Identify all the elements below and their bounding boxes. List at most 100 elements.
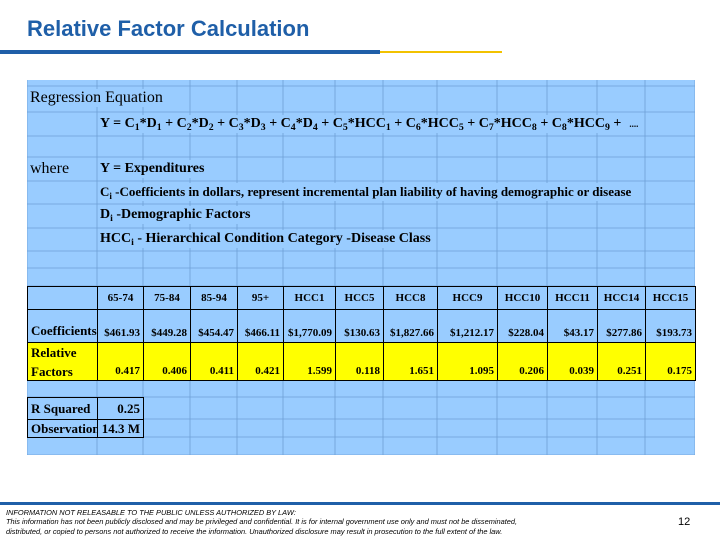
column-header: 85-94	[190, 286, 238, 310]
title-rule-yellow	[380, 51, 502, 53]
corner-cell	[27, 286, 98, 310]
text-run: *D	[139, 116, 157, 131]
text-run: +	[609, 116, 622, 131]
text-run: *HCC	[566, 116, 605, 131]
subscript: 5	[342, 122, 348, 133]
text-run: Y = Expenditures	[100, 161, 205, 176]
text-run: + C	[463, 116, 489, 131]
subscript: 2	[186, 122, 192, 133]
footer-rule	[0, 502, 720, 505]
column-header: HCC9	[437, 286, 498, 310]
table-value: 0.118	[335, 342, 384, 381]
sheet-heading: Regression Equation	[30, 89, 163, 107]
column-header: 95+	[237, 286, 284, 310]
text-run: + C	[317, 116, 343, 131]
disclaimer-line: INFORMATION NOT RELEASABLE TO THE PUBLIC…	[6, 508, 296, 517]
table-value: $1,827.66	[383, 309, 438, 343]
definition: HCCi - Hierarchical Condition Category -…	[100, 230, 431, 248]
table-value: $454.47	[190, 309, 238, 343]
table-value: 1.095	[437, 342, 498, 381]
table-value: 0.039	[547, 342, 598, 381]
table-value: $228.04	[497, 309, 548, 343]
subscript: i	[131, 237, 134, 248]
table-value: 0.206	[497, 342, 548, 381]
subscript: 1	[134, 122, 140, 133]
column-header: HCC15	[645, 286, 696, 310]
table-value: $461.93	[97, 309, 144, 343]
column-header: HCC11	[547, 286, 598, 310]
column-header: HCC14	[597, 286, 646, 310]
table-value: $1,770.09	[283, 309, 336, 343]
disclaimer-line: This information has not been publicly d…	[6, 517, 518, 527]
table-value: $130.63	[335, 309, 384, 343]
text-run: *D	[295, 116, 313, 131]
where-label: where	[30, 160, 70, 178]
stat-label: R Squared	[27, 397, 98, 420]
table-value: 0.406	[143, 342, 191, 381]
page-number: 12	[678, 516, 691, 528]
table-value: $193.73	[645, 309, 696, 343]
definition: Ci -Coefficients in dollars, represent i…	[100, 183, 632, 201]
table-value: $277.86	[597, 309, 646, 343]
row-label: Coefficients	[27, 309, 98, 343]
text-run: + C	[213, 116, 239, 131]
text-run: *D	[191, 116, 209, 131]
column-header: HCC8	[383, 286, 438, 310]
table-value: 0.251	[597, 342, 646, 381]
text-run: + C	[161, 116, 187, 131]
stat-label: Observation	[27, 419, 100, 438]
text-run: + C	[536, 116, 562, 131]
subscript: 5	[458, 122, 464, 133]
subscript: 8	[531, 122, 537, 133]
text-run: *D	[243, 116, 261, 131]
table-value: 0.411	[190, 342, 238, 381]
equation-ellipsis: ....	[629, 119, 639, 129]
stat-value: 0.25	[97, 397, 144, 420]
table-value: $1,212.17	[437, 309, 498, 343]
subscript: 7	[488, 122, 494, 133]
subscript: i	[110, 213, 113, 224]
text-run: D	[100, 207, 111, 222]
text-run: HCC	[100, 231, 132, 246]
subscript: 4	[312, 122, 318, 133]
subscript: 1	[156, 122, 162, 133]
table-value: 0.417	[97, 342, 144, 381]
subscript: 6	[415, 122, 421, 133]
title-rule-blue	[0, 50, 380, 54]
slide-title: Relative Factor Calculation	[27, 16, 310, 41]
table-value: $449.28	[143, 309, 191, 343]
text-run: + C	[390, 116, 416, 131]
subscript: 4	[290, 122, 296, 133]
definition: Di -Demographic Factors	[100, 206, 251, 224]
text-run: + C	[265, 116, 291, 131]
column-header: HCC10	[497, 286, 548, 310]
text-run: C	[100, 184, 110, 199]
subscript: i	[109, 191, 112, 201]
text-run: - Hierarchical Condition Category -Disea…	[133, 231, 431, 246]
table-value: $43.17	[547, 309, 598, 343]
column-header: 65-74	[97, 286, 144, 310]
text-run: -Coefficients in dollars, represent incr…	[111, 184, 632, 199]
column-header: 75-84	[143, 286, 191, 310]
table-value: 1.651	[383, 342, 438, 381]
column-header: HCC5	[335, 286, 384, 310]
footer-disclaimer: INFORMATION NOT RELEASABLE TO THE PUBLIC…	[6, 508, 517, 536]
table-value: 1.599	[283, 342, 336, 381]
subscript: 9	[604, 122, 610, 133]
row-label: Relative Factors	[27, 342, 98, 381]
subscript: 8	[561, 122, 567, 133]
definition: Y = Expenditures	[100, 160, 205, 178]
column-header: HCC1	[283, 286, 336, 310]
table-value: $466.11	[237, 309, 284, 343]
text-run: *HCC	[347, 116, 386, 131]
text-run: Y = C	[100, 116, 135, 131]
table-value: 0.175	[645, 342, 696, 381]
text-run: -Demographic Factors	[112, 207, 251, 222]
table-value: 0.421	[237, 342, 284, 381]
subscript: 2	[208, 122, 214, 133]
subscript: 3	[260, 122, 266, 133]
disclaimer-line: distributed, or copied to persons not au…	[6, 526, 503, 536]
stat-value: 14.3 M	[97, 419, 144, 438]
subscript: 1	[385, 122, 391, 133]
